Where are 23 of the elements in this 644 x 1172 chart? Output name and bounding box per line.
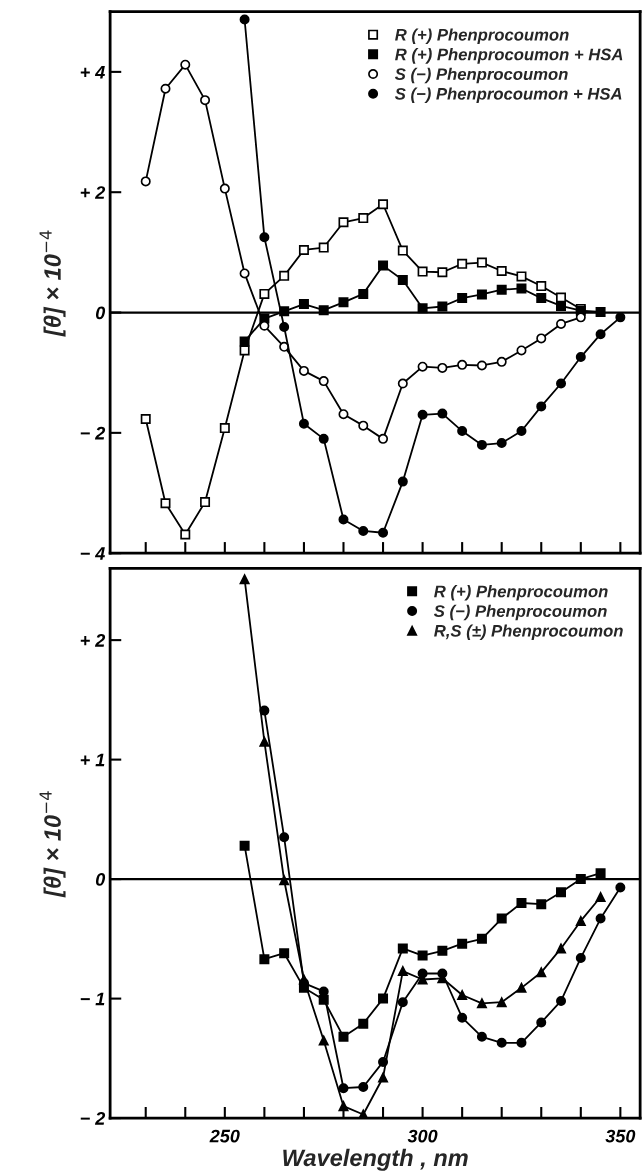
legend-label: R (+) Phenprocoumon	[434, 585, 608, 601]
legend-label: S (−) Phenprocoumon	[433, 604, 607, 621]
legend-label: S (−) Phenprocoumon + HSA	[394, 87, 622, 104]
x-tick-label: 300	[407, 1129, 438, 1143]
y-axis-title: [θ] × 10$^{−4}$	[39, 791, 66, 898]
y-tick-label: + 1	[80, 753, 105, 767]
y-tick-label: 0	[95, 306, 106, 320]
x-tick-label: 350	[605, 1129, 636, 1143]
legend-label: R (+) Phenprocoumon + HSA	[395, 48, 623, 64]
y-tick-label: − 4	[80, 547, 105, 560]
x-tick-label: 250	[209, 1129, 240, 1143]
legend-label: S (−) Phenprocoumon	[394, 67, 568, 84]
y-tick-label: − 1	[80, 992, 105, 1006]
y-tick-label: + 4	[80, 66, 105, 79]
y-tick-label: − 2	[80, 426, 106, 440]
y-tick-label: + 2	[80, 186, 106, 199]
legend-label: R (+) Phenprocoumon	[395, 28, 569, 44]
y-tick-label: + 2	[80, 634, 106, 647]
y-tick-label: − 2	[80, 1112, 106, 1125]
x-axis-title: Wavelength , nm	[283, 1148, 468, 1171]
legend-label: R,S (±) Phenprocoumon	[434, 624, 623, 641]
y-axis-title: [θ] × 10$^{−4}$	[39, 230, 66, 337]
y-tick-label: 0	[95, 873, 106, 886]
